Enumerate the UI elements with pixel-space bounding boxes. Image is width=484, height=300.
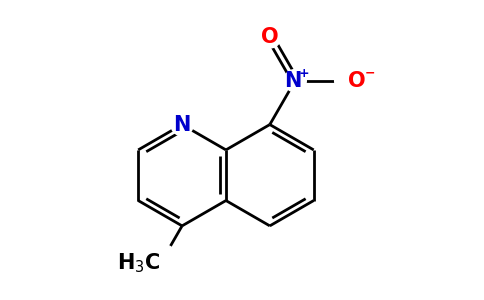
Text: N: N [173,115,191,135]
Text: O: O [348,71,366,91]
Circle shape [334,70,357,92]
Text: N: N [284,71,301,91]
Circle shape [171,113,193,136]
Circle shape [141,244,180,282]
Text: −: − [364,67,375,80]
Text: +: + [299,67,309,80]
Circle shape [258,26,281,48]
Text: O: O [261,27,279,47]
Circle shape [284,70,306,92]
Text: H$_3$C: H$_3$C [117,251,161,275]
